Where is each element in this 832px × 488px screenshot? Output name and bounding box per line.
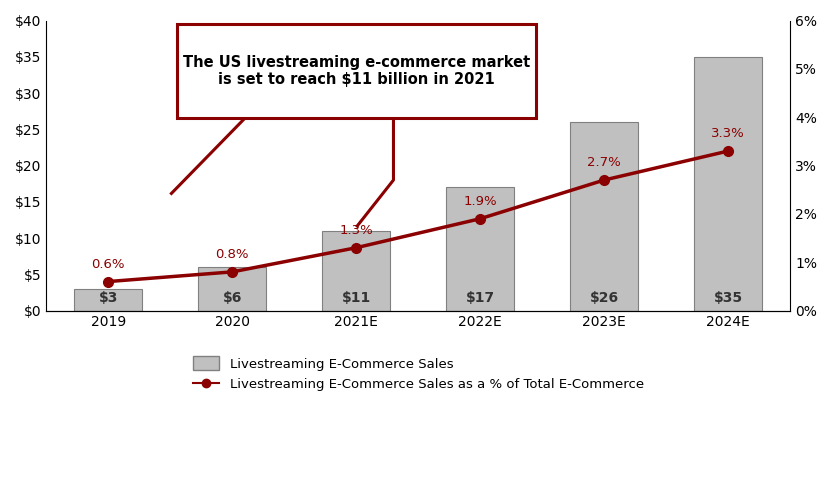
FancyBboxPatch shape [176,24,536,119]
Text: $26: $26 [590,291,619,305]
Bar [74,289,142,310]
Legend: Livestreaming E-Commerce Sales, Livestreaming E-Commerce Sales as a % of Total E: Livestreaming E-Commerce Sales, Livestre… [187,351,649,397]
Text: $11: $11 [342,291,371,305]
Bar [322,231,390,310]
Text: 3.3%: 3.3% [711,127,745,141]
Text: 1.9%: 1.9% [463,195,497,208]
Bar [694,57,762,310]
Text: $3: $3 [99,291,118,305]
Bar [446,187,514,310]
Text: The US livestreaming e-commerce market
is set to reach $11 billion in 2021: The US livestreaming e-commerce market i… [183,55,530,87]
Text: 0.6%: 0.6% [92,258,125,271]
Text: 2.7%: 2.7% [587,156,621,169]
Bar [570,122,638,310]
Text: $17: $17 [466,291,495,305]
Text: $6: $6 [223,291,242,305]
Text: 1.3%: 1.3% [339,224,373,237]
Text: $35: $35 [714,291,743,305]
Bar [198,267,266,310]
Text: 0.8%: 0.8% [215,248,249,261]
